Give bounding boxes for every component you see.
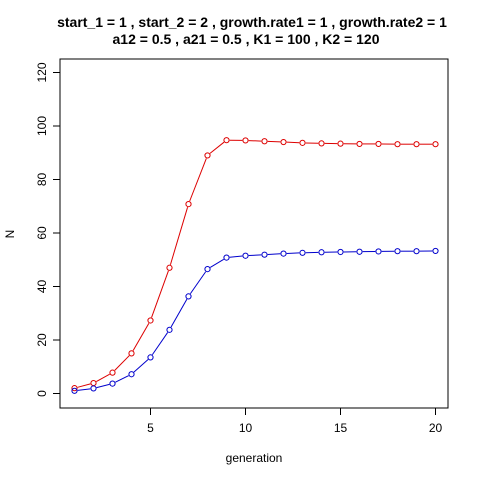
series-2-segment — [248, 254, 262, 257]
series-2-segment — [189, 271, 207, 295]
series-2-point — [299, 249, 306, 256]
series-1-point — [280, 138, 287, 146]
series-1-point — [261, 138, 268, 145]
series-2-segment — [77, 388, 91, 391]
series-2-point — [356, 248, 363, 255]
series-1-segment — [189, 158, 207, 202]
y-tick-label: 120 — [35, 62, 49, 82]
series-2-point — [394, 248, 401, 255]
series-2-segment — [151, 332, 169, 356]
series-2 — [71, 247, 439, 394]
series-1-point — [71, 385, 78, 392]
series-2-point — [185, 293, 192, 300]
series-2-segment — [96, 383, 110, 389]
series-1-segment — [267, 140, 281, 143]
series-1-segment — [96, 373, 110, 382]
series-2-segment — [170, 298, 188, 328]
series-2-point — [128, 371, 135, 378]
series-2-point — [166, 326, 173, 333]
series-1-segment — [248, 140, 262, 142]
chart-title-line-2: a12 = 0.5 , a21 = 0.5 , K1 = 100 , K2 = … — [113, 31, 380, 47]
series-1-point — [356, 140, 363, 148]
series-2-point — [280, 250, 287, 257]
series-2-point — [261, 251, 268, 258]
series-1-point — [394, 141, 401, 148]
x-tick-label: 20 — [429, 421, 443, 435]
series-2-segment — [267, 253, 281, 255]
series-2-point — [223, 254, 230, 261]
series-2-point — [109, 380, 116, 387]
series-2-point — [71, 387, 78, 394]
series-1-point — [375, 140, 382, 148]
series-1-point — [109, 369, 116, 376]
series-1-segment — [77, 383, 91, 388]
x-tick-label: 15 — [334, 421, 348, 435]
y-tick-label: 20 — [35, 333, 49, 347]
series-1-point — [223, 137, 230, 144]
y-axis: 0 20 40 60 80 100 120 — [35, 62, 60, 397]
series-2-point — [147, 354, 154, 361]
series-1-segment — [114, 355, 130, 371]
series-1-segment — [169, 207, 189, 265]
series-1 — [71, 137, 439, 392]
series-1-point — [185, 201, 192, 208]
y-tick-label: 100 — [35, 116, 49, 136]
y-axis-label: N — [3, 230, 17, 239]
series-1-point — [318, 140, 325, 147]
series-1-point — [128, 350, 135, 357]
series-2-segment — [115, 375, 129, 383]
y-tick-label: 60 — [35, 226, 49, 240]
series-1-point — [147, 317, 154, 324]
series-1-segment — [151, 270, 169, 318]
series-2-point — [432, 247, 439, 255]
series-1-segment — [132, 322, 150, 351]
series-1-segment — [209, 141, 225, 154]
series-2-segment — [286, 252, 300, 254]
x-tick-label: 10 — [239, 421, 253, 435]
series-2-point — [242, 252, 249, 259]
series-1-point — [166, 264, 173, 271]
series-1-point — [337, 140, 344, 147]
series-1-point — [299, 139, 306, 146]
x-tick-label: 5 — [147, 421, 154, 435]
series-1-point — [413, 141, 420, 148]
series-2-point — [375, 248, 382, 255]
chart-title-line-1: start_1 = 1 , start_2 = 2 , growth.rate1… — [57, 14, 447, 30]
series-1-point — [242, 137, 249, 144]
y-tick-label: 40 — [35, 280, 49, 294]
series-2-segment — [229, 255, 243, 258]
series-1-point — [204, 152, 211, 159]
series-2-segment — [209, 258, 225, 268]
series-2-point — [413, 248, 420, 255]
series-2-point — [204, 266, 211, 273]
series-2-point — [337, 248, 344, 256]
y-tick-label: 0 — [35, 390, 49, 397]
series-2-point — [318, 249, 325, 256]
series-2-segment — [133, 359, 149, 373]
series-2-point — [90, 385, 97, 392]
series-layer — [71, 137, 439, 394]
x-axis-label: generation — [226, 451, 283, 465]
series-1-segment — [286, 141, 300, 144]
y-tick-label: 80 — [35, 173, 49, 187]
series-1-point — [432, 141, 439, 148]
x-axis: 5 10 15 20 — [147, 408, 442, 435]
